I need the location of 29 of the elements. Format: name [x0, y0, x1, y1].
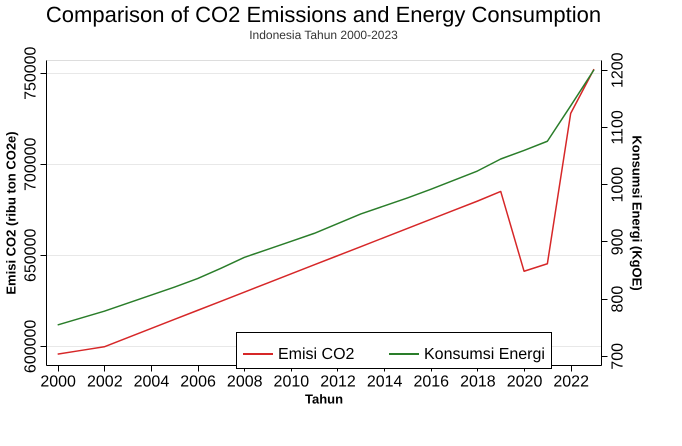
- y-tick-label: 750000: [22, 46, 40, 100]
- y2-tick-label: 900: [610, 228, 626, 256]
- x-tick-label: 2020: [506, 374, 542, 390]
- legend-label: Emisi CO2: [278, 346, 355, 363]
- y-tick-label: 650000: [22, 228, 40, 282]
- chart-title: Comparison of CO2 Emissions and Energy Consumption: [46, 2, 602, 28]
- x-axis-title: Tahun: [304, 392, 344, 406]
- y-tick-label: 700000: [22, 137, 40, 191]
- x-tick-label: 2008: [226, 374, 263, 390]
- x-tick-label: 2010: [274, 374, 310, 390]
- chart-subtitle: Indonesia Tahun 2000-2023: [249, 28, 398, 42]
- y2-tick-label: 1000: [610, 166, 626, 202]
- x-tick-label: 2022: [553, 374, 590, 390]
- y2-tick-label: 800: [610, 286, 626, 312]
- y2-axis-title: Konsumsi Energi (KgOE): [630, 135, 644, 291]
- x-tick-label: 2016: [413, 374, 450, 390]
- y2-tick-label: 1200: [610, 52, 626, 88]
- y-axis-title: Emisi CO2 (ribu ton CO2e): [4, 131, 18, 295]
- x-tick-label: 2000: [40, 374, 76, 390]
- x-tick-label: 2018: [460, 374, 496, 390]
- x-tick-label: 2014: [366, 374, 403, 390]
- y2-tick-label: 1100: [610, 110, 626, 145]
- y-tick-label: 600000: [22, 320, 40, 374]
- x-tick-label: 2002: [87, 374, 123, 390]
- x-tick-label: 2012: [320, 374, 356, 390]
- y2-tick-label: 700: [610, 342, 626, 370]
- x-tick-label: 2006: [180, 374, 216, 390]
- legend-label: Konsumsi Energi: [424, 346, 545, 363]
- x-tick-label: 2004: [134, 374, 170, 390]
